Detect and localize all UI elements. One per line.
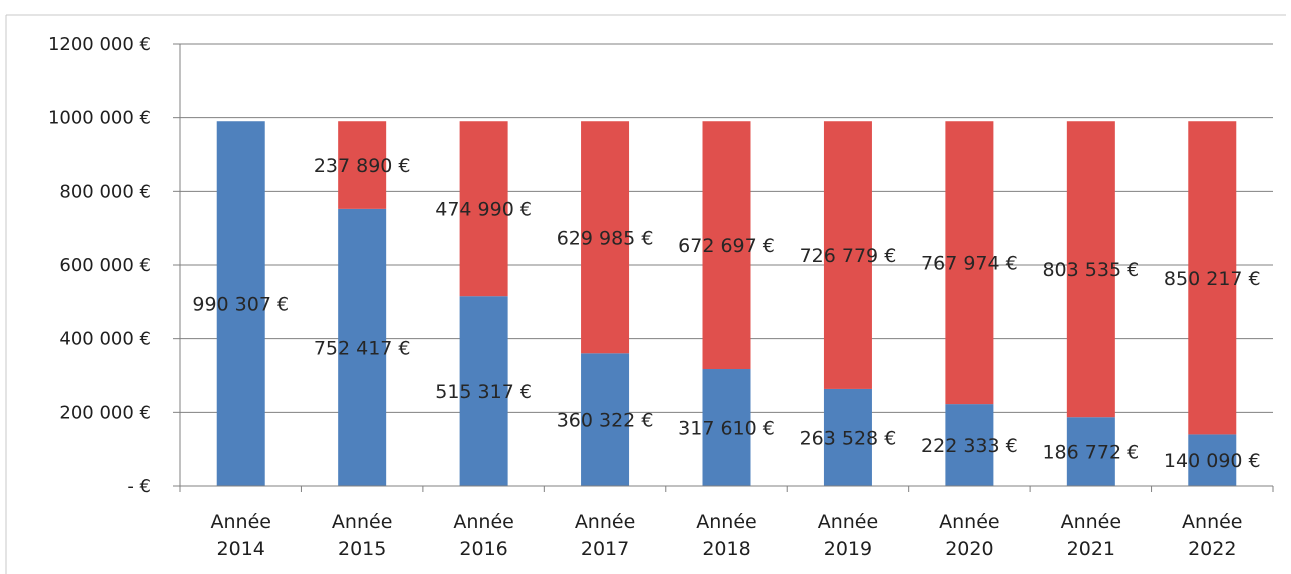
data-label: 803 535 € [1042, 259, 1139, 281]
y-tick-label: 600 000 € [59, 255, 151, 276]
x-tick-label: 2014 [217, 538, 265, 560]
data-label: 767 974 € [921, 253, 1018, 275]
x-tick-label: 2018 [702, 538, 750, 560]
y-tick-label: 200 000 € [59, 402, 151, 423]
data-label: 474 990 € [435, 199, 532, 221]
x-tick-label: Année [210, 511, 270, 533]
x-tick-label: 2021 [1067, 538, 1115, 560]
y-axis-tick-labels: - € 200 000 € 400 000 € 600 000 € 800 000 € 1… [48, 34, 151, 497]
data-label: 752 417 € [314, 337, 411, 359]
data-label: 317 610 € [678, 418, 775, 440]
x-tick-label: Année [453, 511, 513, 533]
x-tick-label: Année [1061, 511, 1121, 533]
x-tick-label: Année [696, 511, 756, 533]
data-label: 140 090 € [1164, 450, 1261, 472]
y-tick-label: 800 000 € [59, 181, 151, 202]
y-tick-label: 400 000 € [59, 329, 151, 350]
data-label: 222 333 € [921, 435, 1018, 457]
data-label: 990 307 € [192, 294, 289, 316]
data-label: 263 528 € [800, 427, 897, 449]
data-label: 672 697 € [678, 235, 775, 257]
data-label: 515 317 € [435, 381, 532, 403]
x-tick-label: 2020 [945, 538, 993, 560]
x-tick-label: Année [575, 511, 635, 533]
x-tick-label: Année [1182, 511, 1242, 533]
data-label: 360 322 € [557, 410, 654, 432]
data-label: 726 779 € [800, 245, 897, 267]
x-tick-label: 2022 [1188, 538, 1236, 560]
data-label: 850 217 € [1164, 268, 1261, 290]
x-tick-label: 2017 [581, 538, 629, 560]
data-label: 186 772 € [1042, 442, 1139, 464]
x-axis-tick-labels: Année 2014 Année 2015 Année 2016 Année 2017 Anné… [210, 511, 1242, 560]
x-tick-label: 2016 [459, 538, 507, 560]
x-tick-label: 2015 [338, 538, 386, 560]
data-label: 237 890 € [314, 155, 411, 177]
y-tick-label: 1000 000 € [48, 108, 151, 129]
y-tick-label: 1200 000 € [48, 34, 151, 55]
x-tick-label: Année [818, 511, 878, 533]
x-tick-label: Année [332, 511, 392, 533]
y-tick-label: - € [127, 476, 151, 497]
x-tick-label: 2019 [824, 538, 872, 560]
x-tick-label: Année [939, 511, 999, 533]
data-label: 629 985 € [557, 227, 654, 249]
